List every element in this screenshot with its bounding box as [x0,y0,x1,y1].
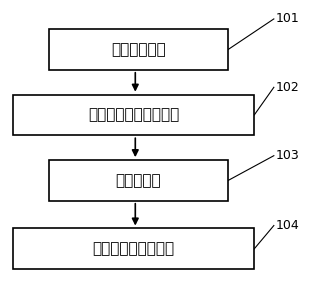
Text: 计算动用半径及周期数: 计算动用半径及周期数 [88,107,179,123]
FancyBboxPatch shape [49,29,228,70]
FancyBboxPatch shape [13,228,254,269]
FancyBboxPatch shape [49,160,228,201]
Text: 102: 102 [275,81,299,94]
Text: 103: 103 [275,149,299,162]
Text: 101: 101 [275,13,299,25]
Text: 注蒸汽、焖井、生产: 注蒸汽、焖井、生产 [93,241,175,256]
Text: 水射流射孔: 水射流射孔 [116,173,161,188]
FancyBboxPatch shape [13,95,254,135]
Text: 直井吞吐生产: 直井吞吐生产 [111,42,166,57]
Text: 104: 104 [275,219,299,232]
